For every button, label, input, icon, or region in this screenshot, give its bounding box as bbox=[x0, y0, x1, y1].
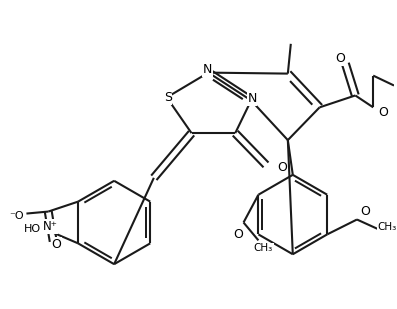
Text: O: O bbox=[378, 106, 388, 119]
Text: HO: HO bbox=[24, 224, 41, 235]
Text: S: S bbox=[164, 91, 172, 104]
Text: N: N bbox=[203, 63, 212, 76]
Text: O: O bbox=[360, 205, 370, 218]
Text: O: O bbox=[51, 238, 61, 251]
Text: O: O bbox=[335, 52, 345, 65]
Text: ⁻O: ⁻O bbox=[9, 210, 24, 221]
Text: CH₃: CH₃ bbox=[377, 222, 396, 232]
Text: N⁺: N⁺ bbox=[43, 220, 58, 233]
Text: N: N bbox=[247, 92, 257, 105]
Text: O: O bbox=[233, 228, 243, 241]
Text: O: O bbox=[277, 161, 287, 174]
Text: CH₃: CH₃ bbox=[254, 243, 273, 253]
